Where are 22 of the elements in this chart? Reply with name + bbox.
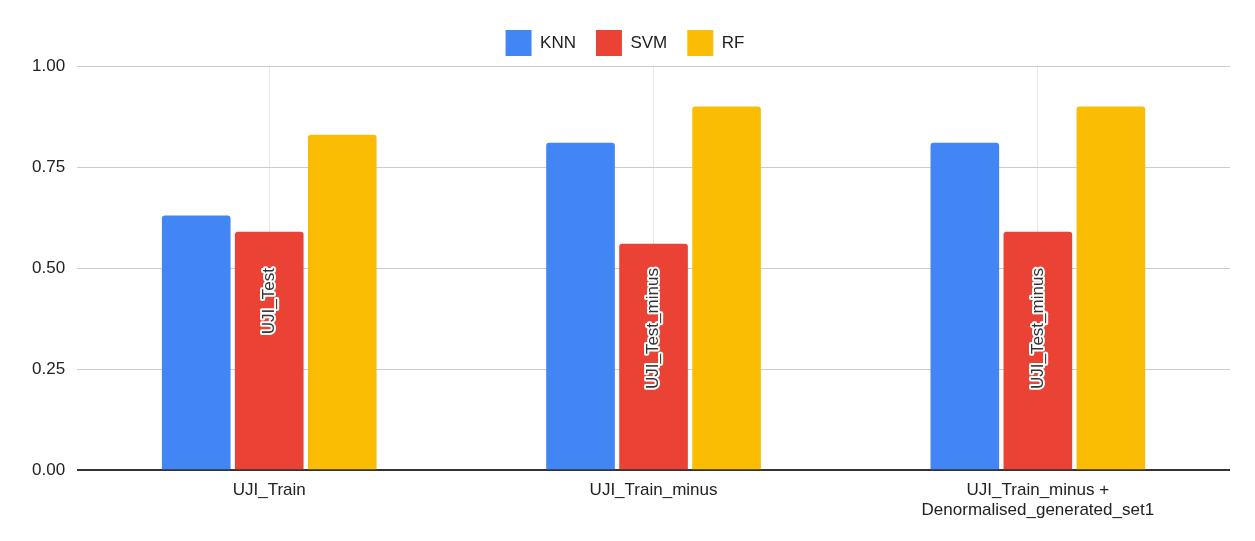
- bar: [234, 231, 304, 470]
- bar: [1076, 106, 1146, 470]
- y-tick-label: 0.50: [31, 257, 66, 277]
- bar: [161, 215, 231, 470]
- bar: [307, 134, 377, 470]
- bar: [619, 243, 688, 470]
- y-tick-label: 1.00: [31, 55, 66, 75]
- x-tick-label: UJI_Train_minus + Denormalised_generated_set1: [921, 480, 1155, 520]
- annotation: UJI_Test: [258, 267, 278, 335]
- legend-label: SVM: [630, 32, 668, 52]
- bar: [692, 106, 761, 470]
- y-tick-label: 0.75: [31, 156, 66, 176]
- y-tick-label: 0.25: [31, 358, 66, 378]
- annotation: UJI_Test_minus: [1027, 268, 1047, 390]
- legend-label: RF: [721, 32, 745, 52]
- x-tick-label: UJI_Train_minus: [589, 480, 718, 500]
- annotation: UJI_Test_minus: [643, 268, 663, 390]
- legend-label: KNN: [540, 32, 576, 52]
- y-tick-label: 0.00: [31, 459, 66, 479]
- bar: [546, 142, 615, 470]
- x-tick-label: UJI_Train: [232, 480, 306, 500]
- bar: [930, 142, 1000, 470]
